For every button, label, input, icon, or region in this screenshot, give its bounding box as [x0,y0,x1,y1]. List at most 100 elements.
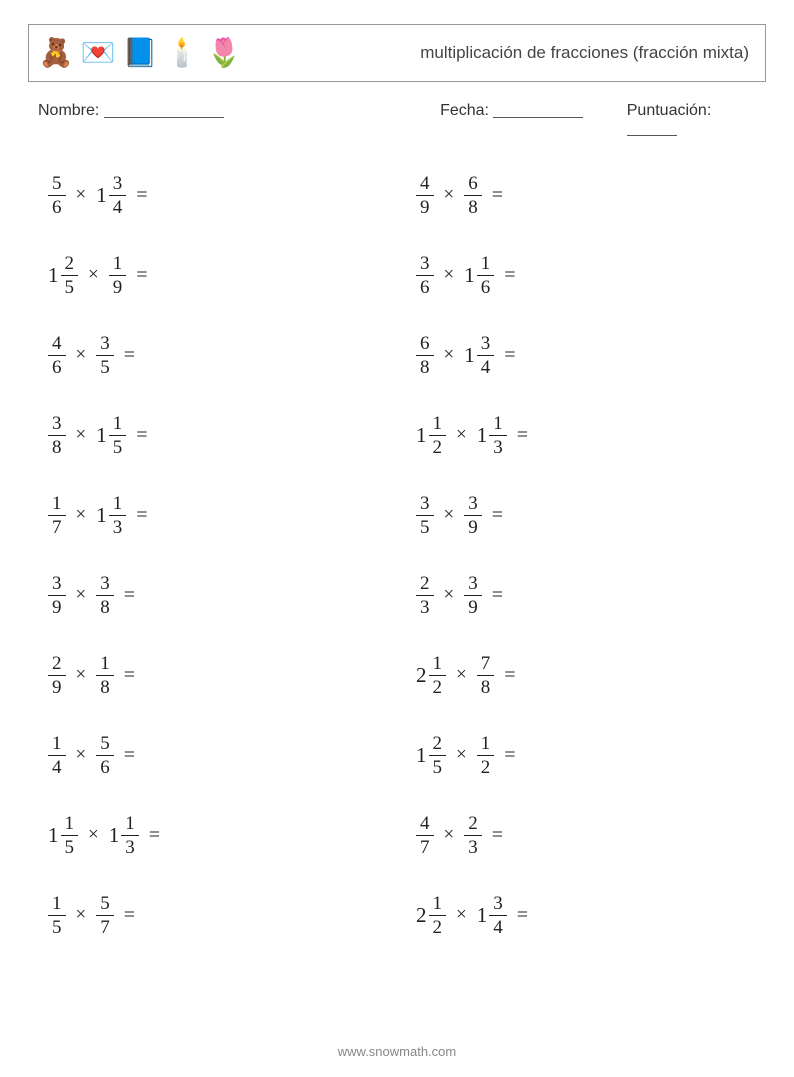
header-icons: 🧸💌📘🕯️🌷 [39,36,241,70]
whole-part: 1 [477,903,488,928]
operand: 116 [464,254,494,297]
problem: 35×39= [416,490,754,540]
denominator: 5 [61,276,79,297]
equals-sign: = [136,264,147,287]
denominator: 8 [48,436,66,457]
times-icon: × [444,584,455,606]
flower-pot-icon: 🌷 [207,36,241,70]
denominator: 8 [477,676,495,697]
problem: 125×12= [416,730,754,780]
numerator: 3 [489,894,507,916]
whole-part: 1 [477,423,488,448]
fraction: 56 [96,734,114,777]
whole-part: 1 [464,263,475,288]
score-field: Puntuación: [627,102,756,138]
times-icon: × [88,824,99,846]
numerator: 1 [96,654,114,676]
equals-sign: = [492,504,503,527]
operand: 115 [48,814,78,857]
numerator: 4 [416,174,434,196]
numerator: 2 [429,734,447,756]
equals-sign: = [149,824,160,847]
numerator: 1 [429,894,447,916]
problem: 17×113= [48,490,386,540]
equals-sign: = [504,744,515,767]
operand: 17 [48,494,66,537]
times-icon: × [456,744,467,766]
fraction: 39 [464,574,482,617]
numerator: 1 [477,734,495,756]
denominator: 3 [489,436,507,457]
header-box: 🧸💌📘🕯️🌷 multiplicación de fracciones (fra… [28,24,766,82]
times-icon: × [76,904,87,926]
fraction: 23 [464,814,482,857]
numerator: 3 [416,494,434,516]
numerator: 1 [48,894,66,916]
denominator: 2 [429,916,447,937]
operand: 23 [464,814,482,857]
fraction: 18 [96,654,114,697]
denominator: 2 [477,756,495,777]
numerator: 1 [48,494,66,516]
numerator: 2 [416,574,434,596]
problem: 23×39= [416,570,754,620]
fraction: 15 [61,814,79,857]
equals-sign: = [504,664,515,687]
operand: 14 [48,734,66,777]
operand: 125 [416,734,446,777]
problem: 29×18= [48,650,386,700]
operand: 47 [416,814,434,857]
numerator: 1 [121,814,139,836]
whole-part: 1 [416,423,427,448]
problem: 49×68= [416,170,754,220]
operand: 39 [464,494,482,537]
numerator: 5 [96,894,114,916]
operand: 113 [96,494,126,537]
fraction: 47 [416,814,434,857]
numerator: 1 [48,734,66,756]
numerator: 1 [489,414,507,436]
denominator: 9 [48,596,66,617]
equals-sign: = [492,824,503,847]
name-underline [104,103,224,118]
denominator: 5 [96,356,114,377]
fraction: 38 [48,414,66,457]
score-underline [627,121,677,136]
numerator: 3 [48,574,66,596]
equals-sign: = [136,424,147,447]
times-icon: × [444,264,455,286]
numerator: 6 [416,334,434,356]
operand: 56 [96,734,114,777]
equals-sign: = [136,504,147,527]
date-label: Fecha: [440,102,489,119]
fraction: 56 [48,174,66,217]
fraction: 14 [48,734,66,777]
equals-sign: = [504,264,515,287]
whole-part: 1 [96,423,107,448]
operand: 113 [477,414,507,457]
operand: 38 [96,574,114,617]
fraction: 38 [96,574,114,617]
fraction: 78 [477,654,495,697]
numerator: 2 [61,254,79,276]
times-icon: × [76,424,87,446]
operand: 29 [48,654,66,697]
denominator: 3 [464,836,482,857]
operand: 19 [109,254,127,297]
denominator: 2 [429,436,447,457]
denominator: 7 [48,516,66,537]
denominator: 9 [48,676,66,697]
denominator: 6 [96,756,114,777]
denominator: 4 [48,756,66,777]
name-label: Nombre: [38,102,99,119]
fraction: 12 [429,654,447,697]
book-heart-icon: 📘 [123,36,157,70]
equals-sign: = [124,584,135,607]
numerator: 3 [96,334,114,356]
fraction: 29 [48,654,66,697]
denominator: 3 [416,596,434,617]
problem: 112×113= [416,410,754,460]
times-icon: × [456,424,467,446]
times-icon: × [444,824,455,846]
fraction: 12 [429,894,447,937]
